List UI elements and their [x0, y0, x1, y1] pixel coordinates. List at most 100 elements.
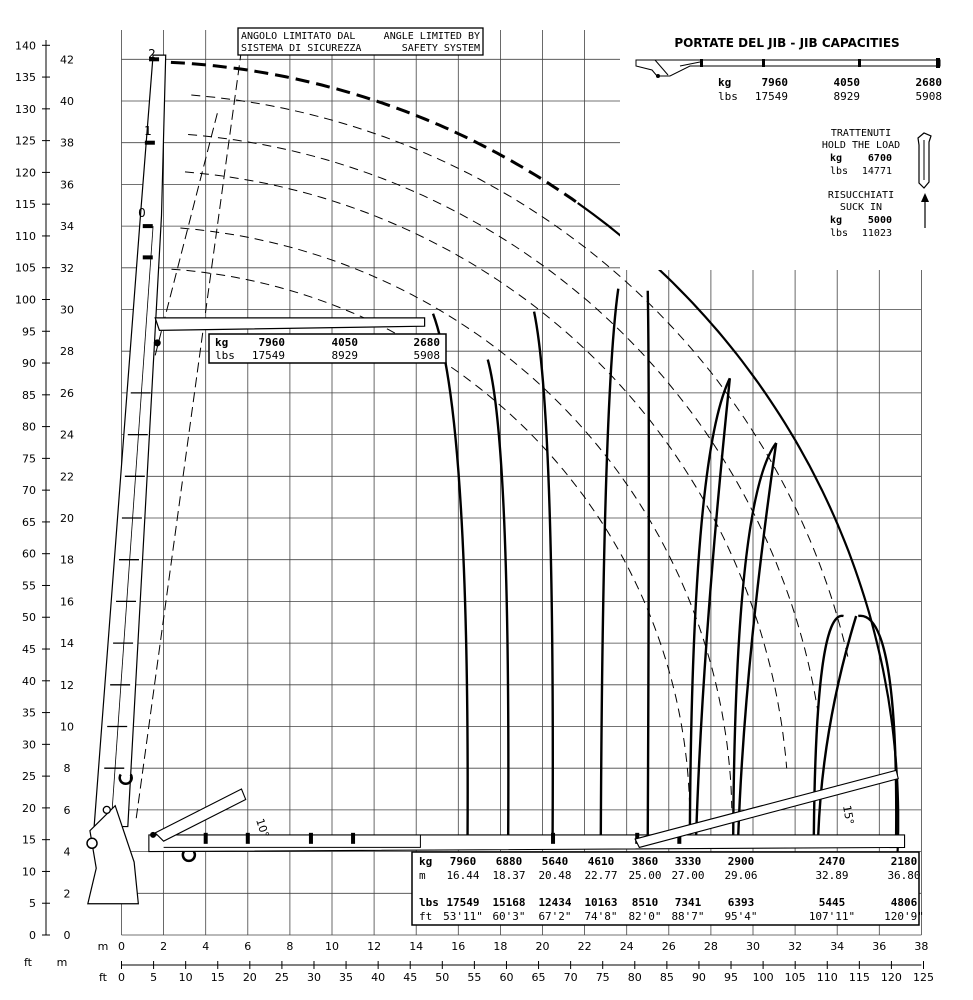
ft-tick-label: 60 — [499, 971, 513, 984]
m-tick-label: 32 — [60, 262, 74, 275]
m-tick-label: 16 — [451, 940, 465, 953]
m-tick-label: 24 — [620, 940, 634, 953]
suck-in-line1: RISUCCHIATI — [828, 190, 894, 201]
ft-tick-label: 10 — [179, 971, 193, 984]
outreach-table: kg 7960 6880 5640 4610 3860 3330 2900 2470 2180 m 1… — [411, 851, 924, 926]
jib-capacities-kg-2: 4050 — [834, 76, 861, 89]
outreach-cell: 60'3" — [492, 910, 525, 923]
load-envelope-line — [812, 614, 844, 835]
outreach-cell: 107'11" — [809, 910, 855, 923]
ft-tick-label: 20 — [22, 802, 36, 815]
m-tick-label: 6 — [244, 940, 251, 953]
load-envelope-line — [732, 442, 778, 835]
crane-drawing — [86, 34, 906, 905]
load-envelope-line — [532, 311, 554, 835]
jib-capacities-kg-3: 2680 — [916, 76, 943, 89]
m-tick-label: 30 — [746, 940, 760, 953]
m-tick-label: 22 — [60, 470, 74, 483]
m-tick-label: 36 — [60, 178, 74, 191]
m-tick-label: 8 — [64, 762, 71, 775]
m-tick-label: 28 — [60, 345, 74, 358]
jib-position-2: 2 — [148, 47, 156, 61]
crane-base — [87, 804, 140, 905]
ft-tick-label: 50 — [22, 611, 36, 624]
hold-load-kg: 6700 — [868, 153, 892, 164]
m-tick-label: 8 — [286, 940, 293, 953]
angle-note-en-line1: ANGLE LIMITED BY — [384, 31, 480, 42]
load-envelope-line — [599, 288, 620, 835]
outreach-cell: 2900 — [728, 855, 755, 868]
ft-tick-label: 55 — [22, 579, 36, 592]
boom-section-joint — [245, 832, 250, 844]
bottom-ft-unit-label: ft — [99, 971, 108, 984]
ft-tick-label: 105 — [15, 262, 36, 275]
base-pivot — [86, 837, 98, 850]
ft-tick-label: 25 — [275, 971, 289, 984]
m-tick-label: 18 — [493, 940, 507, 953]
trajectory-arc — [188, 134, 820, 718]
angle-label-15: 15° — [840, 804, 856, 825]
top-jib — [154, 317, 426, 331]
outreach-cell: 15168 — [492, 896, 525, 909]
ft-tick-label: 135 — [15, 71, 36, 84]
jib-capacities-lbs-1: 17549 — [755, 90, 788, 103]
jib-capacities-lbs-label: lbs — [718, 90, 738, 103]
bottom-axis: 0 2 4 6 8 10 12 14 16 18 20 22 24 26 28 30 32 34 36 380 5 10 1… — [118, 940, 934, 984]
ft-tick-label: 90 — [22, 357, 36, 370]
outreach-cell: 8510 — [632, 896, 659, 909]
left-axis: 0510152025303540455055606570758085909510… — [15, 39, 74, 942]
outreach-cell: 27.00 — [671, 869, 704, 882]
m-tick-label: 2 — [64, 887, 71, 900]
ft-tick-label: 70 — [22, 484, 36, 497]
m-tick-label: 10 — [60, 721, 74, 734]
m-tick-label: 12 — [60, 679, 74, 692]
load-envelope-line — [694, 378, 732, 835]
outreach-cell: 4610 — [588, 855, 615, 868]
outreach-cell: 7960 — [450, 855, 477, 868]
ft-tick-label: 40 — [371, 971, 385, 984]
jib-capacities-icon — [635, 58, 941, 78]
boom-section-joint — [551, 832, 556, 844]
jib-pivot — [153, 339, 161, 347]
boom-box-kg-2: 4050 — [332, 336, 359, 349]
ft-tick-label: 35 — [22, 707, 36, 720]
load-envelope-line — [688, 377, 731, 835]
m-tick-label: 26 — [60, 387, 74, 400]
outreach-cell: 74'8" — [584, 910, 617, 923]
m-tick-label: 0 — [64, 929, 71, 942]
boom-box-kg-1: 7960 — [259, 336, 286, 349]
ft-tick-label: 5 — [29, 897, 36, 910]
jib-pin — [142, 224, 153, 229]
jib-capacities-lbs-2: 8929 — [834, 90, 861, 103]
m-tick-label: 24 — [60, 429, 74, 442]
trajectory-arc — [184, 171, 788, 769]
outreach-cell: 20.48 — [538, 869, 571, 882]
suck-in-lbs-label: lbs — [830, 228, 848, 239]
raised-jib-15 — [634, 769, 899, 849]
ft-tick-label: 110 — [817, 971, 838, 984]
suck-in-line2: SUCK IN — [840, 202, 882, 213]
outreach-row-label: ft — [419, 910, 432, 923]
angle-label-10: 10° — [253, 817, 271, 840]
m-tick-label: 10 — [325, 940, 339, 953]
ft-tick-label: 65 — [22, 516, 36, 529]
trajectory-arc — [191, 94, 850, 662]
m-tick-label: 6 — [64, 804, 71, 817]
ft-tick-label: 115 — [849, 971, 870, 984]
ft-tick-label: 125 — [15, 135, 36, 148]
ft-tick-label: 120 — [881, 971, 902, 984]
m-tick-label: 14 — [409, 940, 423, 953]
load-envelope-line — [486, 359, 510, 835]
ft-tick-label: 80 — [22, 421, 36, 434]
m-tick-label: 2 — [160, 940, 167, 953]
hold-load-line1: TRATTENUTI — [831, 128, 891, 139]
angle-note-it-line1: ANGOLO LIMITATO DAL — [241, 31, 355, 42]
jib-pin — [142, 255, 153, 260]
angle-note-it-line2: SISTEMA DI SICUREZZA — [241, 43, 361, 54]
ft-tick-label: 5 — [150, 971, 157, 984]
ft-tick-label: 130 — [15, 103, 36, 116]
hold-load-lbs-label: lbs — [830, 166, 848, 177]
angle-limit-line — [154, 109, 219, 356]
outreach-cell: 7341 — [675, 896, 702, 909]
jib-pin — [144, 140, 155, 145]
